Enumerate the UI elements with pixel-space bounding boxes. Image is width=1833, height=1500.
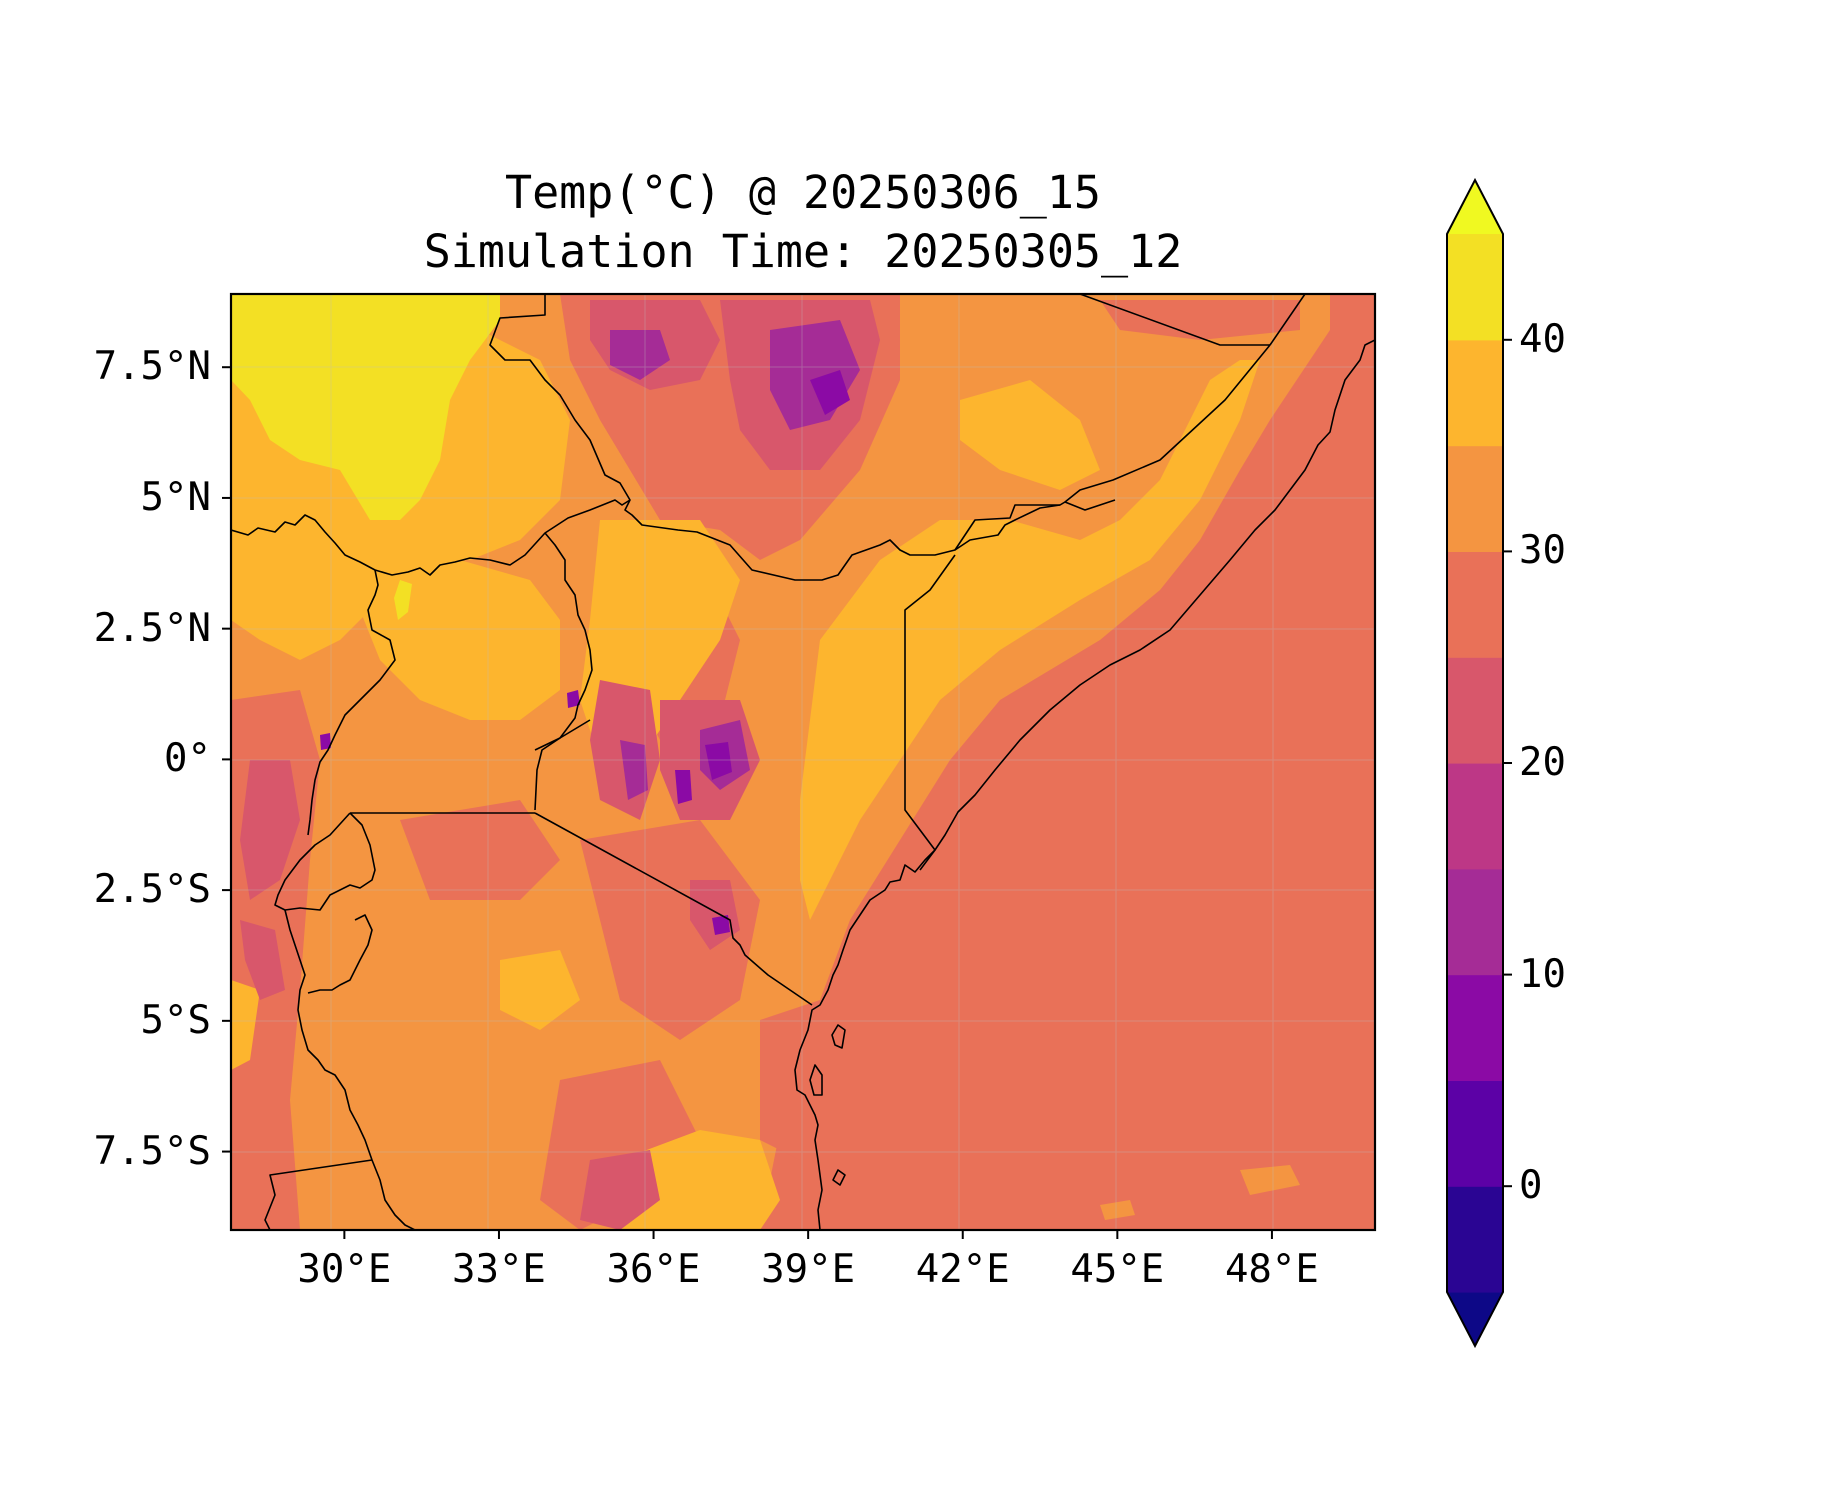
land-40-45-spot <box>394 580 412 620</box>
x-tick-label: 39°E <box>761 1247 856 1292</box>
x-tick-label: 48°E <box>1224 1247 1319 1292</box>
colorbar-bin <box>1447 974 1503 1081</box>
colorbar-outline <box>1446 177 1504 1349</box>
x-tick-label: 33°E <box>451 1247 546 1292</box>
ocean-30-35-patches <box>1100 1165 1300 1220</box>
colorbar-tick-label: 30 <box>1519 528 1566 574</box>
y-tick-label: 5°S <box>140 997 211 1043</box>
y-tick-label: 7.5°S <box>93 1128 211 1174</box>
y-tick-label: 7.5°N <box>93 344 211 390</box>
colorbar-upper-extension <box>1447 180 1503 234</box>
x-tick-label: 30°E <box>297 1247 392 1292</box>
map-title-line1: Temp(°C) @ 20250306_15 <box>504 166 1102 219</box>
colorbar-bin <box>1447 551 1503 658</box>
colorbar-tick-label: 0 <box>1519 1163 1543 1209</box>
colorbar-bin <box>1447 1080 1503 1187</box>
y-tick-label: 2.5°N <box>93 605 211 651</box>
map-title-line2: Simulation Time: 20250305_12 <box>423 225 1183 278</box>
highland-10-15-peaks <box>320 370 850 935</box>
y-tick-label: 2.5°S <box>93 867 211 913</box>
colorbar-bin <box>1447 445 1503 552</box>
temperature-field <box>231 294 1375 1230</box>
colorbar-bin <box>1447 657 1503 764</box>
y-tick-label: 5°N <box>140 474 211 520</box>
gridlines <box>231 294 1375 1230</box>
y-tick-marks <box>222 366 231 1153</box>
y-tick-label: 0° <box>164 736 211 782</box>
colorbar-bin <box>1447 234 1503 341</box>
country-borders <box>231 294 1375 1230</box>
land-40-45-region <box>231 294 500 520</box>
x-tick-label: 36°E <box>606 1247 701 1292</box>
colorbar-tick-label: 10 <box>1519 951 1566 997</box>
colorbar-tick-label: 20 <box>1519 740 1566 785</box>
x-tick-marks <box>343 1230 1273 1239</box>
map-frame <box>229 292 1377 1232</box>
colorbar-bin <box>1447 339 1503 447</box>
colorbar-lower-extension <box>1447 1292 1503 1346</box>
x-tick-label: 42°E <box>915 1247 1010 1292</box>
colorbar-tick-label: 40 <box>1519 316 1566 362</box>
colorbar-bin <box>1447 763 1503 870</box>
x-tick-label: 45°E <box>1070 1247 1165 1292</box>
colorbar-bin <box>1447 868 1503 976</box>
colorbar <box>1446 177 1512 1349</box>
colorbar-bin <box>1447 1186 1503 1293</box>
